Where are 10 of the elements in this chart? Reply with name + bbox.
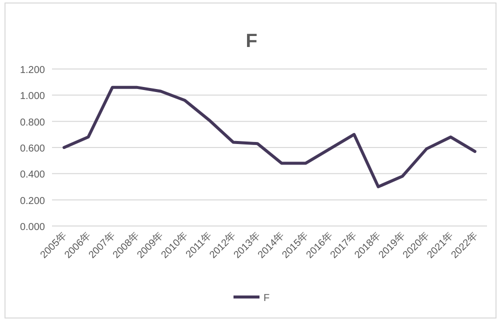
y-tick-label: 0.400 [20, 170, 46, 181]
y-tick-label: 0.600 [20, 144, 46, 154]
chart-title: F [246, 31, 258, 52]
y-tick-label: 0.800 [20, 117, 46, 128]
y-tick-label: 0.200 [20, 196, 46, 207]
y-tick-label: 1.200 [20, 65, 46, 76]
y-tick-label: 1.000 [20, 91, 46, 102]
line-series [62, 86, 476, 188]
legend-label: F [264, 293, 270, 304]
y-tick-label: 0.000 [20, 222, 46, 233]
